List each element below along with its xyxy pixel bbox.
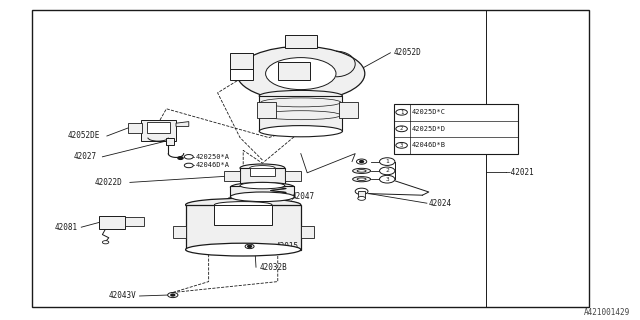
Circle shape [358, 196, 365, 200]
Circle shape [168, 292, 178, 298]
Ellipse shape [357, 178, 366, 180]
Ellipse shape [250, 166, 275, 170]
Circle shape [396, 142, 407, 148]
Ellipse shape [186, 198, 301, 211]
Text: 42015: 42015 [275, 242, 298, 251]
Circle shape [184, 155, 193, 159]
Bar [285, 35, 317, 48]
Ellipse shape [214, 202, 272, 208]
Ellipse shape [230, 182, 294, 192]
Bar [128, 123, 142, 133]
Text: 2: 2 [400, 126, 403, 131]
Circle shape [396, 126, 407, 132]
Bar [285, 171, 301, 181]
Bar [278, 62, 310, 80]
Text: 3: 3 [400, 143, 403, 148]
Text: 42032B: 42032B [259, 263, 287, 272]
Text: 2: 2 [385, 168, 389, 173]
Text: 42043V: 42043V [109, 292, 136, 300]
Bar [125, 217, 144, 226]
Text: 1: 1 [385, 159, 389, 164]
Text: —42021: —42021 [506, 168, 533, 177]
Bar [224, 171, 240, 181]
Bar [259, 96, 342, 131]
Circle shape [102, 241, 109, 244]
Ellipse shape [240, 182, 285, 189]
Text: 42025D*C: 42025D*C [412, 109, 445, 115]
Bar [186, 205, 301, 250]
Bar [240, 168, 285, 186]
Text: 1: 1 [400, 110, 403, 115]
Ellipse shape [237, 46, 365, 101]
Circle shape [396, 109, 407, 115]
Text: 42081: 42081 [54, 223, 77, 232]
Circle shape [380, 167, 395, 175]
Text: 42046D*A: 42046D*A [195, 163, 229, 168]
Ellipse shape [186, 243, 301, 256]
Text: 42052D: 42052D [394, 48, 421, 57]
Bar [301, 226, 314, 238]
Text: 420250*A: 420250*A [195, 154, 229, 160]
Text: 42024: 42024 [429, 199, 452, 208]
Bar [99, 216, 125, 229]
Bar [166, 138, 174, 145]
Text: 42047: 42047 [291, 192, 314, 201]
Ellipse shape [266, 58, 336, 90]
Ellipse shape [357, 170, 366, 172]
Circle shape [355, 188, 368, 195]
Ellipse shape [259, 90, 342, 101]
Circle shape [248, 245, 252, 247]
Circle shape [380, 175, 395, 183]
Bar [358, 191, 365, 198]
Bar [257, 102, 276, 118]
Circle shape [245, 244, 254, 249]
Ellipse shape [353, 177, 371, 182]
Bar [32, 10, 589, 307]
Text: 3: 3 [385, 177, 389, 182]
Ellipse shape [230, 192, 294, 202]
Text: 42046D*B: 42046D*B [412, 142, 445, 148]
Text: 42027: 42027 [74, 152, 97, 161]
Bar [214, 205, 272, 225]
Ellipse shape [259, 125, 342, 137]
Circle shape [184, 163, 193, 168]
Text: 42052DE: 42052DE [67, 132, 100, 140]
Bar [394, 104, 518, 154]
Text: 42025D*D: 42025D*D [412, 126, 445, 132]
Circle shape [178, 157, 183, 159]
Ellipse shape [240, 164, 285, 172]
Bar [173, 226, 186, 238]
Bar [250, 168, 275, 176]
Circle shape [360, 161, 364, 163]
Circle shape [171, 294, 175, 296]
Ellipse shape [353, 168, 371, 173]
Bar [230, 186, 294, 197]
Bar [230, 69, 253, 80]
Bar [147, 122, 170, 133]
Text: 42022D: 42022D [95, 178, 122, 187]
Text: A421001429: A421001429 [584, 308, 630, 317]
Polygon shape [176, 122, 189, 126]
Bar [141, 120, 176, 141]
Bar [339, 102, 358, 118]
Circle shape [356, 159, 367, 164]
Circle shape [380, 158, 395, 165]
Bar [230, 53, 253, 70]
